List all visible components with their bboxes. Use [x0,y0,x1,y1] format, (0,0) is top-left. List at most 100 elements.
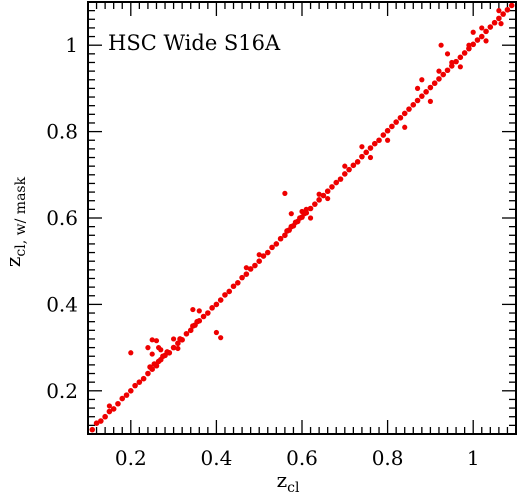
data-point [145,370,151,377]
data-point [470,41,477,48]
data-point [128,388,134,394]
data-point [239,274,245,281]
outlier-point [175,345,181,352]
data-point [89,426,96,433]
outlier-point [449,59,455,66]
outlier-point [470,29,476,35]
outlier-point [436,68,442,74]
data-point [132,382,138,389]
data-point [166,349,173,356]
data-point [230,283,237,290]
data-point [350,162,357,169]
data-point [98,418,104,424]
data-point [277,235,284,242]
data-point [376,137,382,144]
data-point [282,232,288,239]
data-point [110,406,117,412]
data-point [153,362,160,369]
data-point [384,127,391,134]
data-point [247,266,254,272]
outlier-point [342,163,348,169]
outlier-point [288,211,294,217]
data-point [410,102,417,108]
plot-frame [87,1,517,435]
outlier-point [466,42,472,48]
outlier-point [367,154,374,161]
data-point [371,140,378,147]
data-point [461,50,468,56]
y-axis-label-main: z [1,257,25,268]
outlier-point [457,64,463,70]
data-point [226,288,233,295]
plot-annotation: HSC Wide S16A [108,31,281,55]
data-point [324,188,331,195]
x-tick-label: 0.2 [115,446,147,470]
data-point [453,58,459,65]
data-point [483,28,489,35]
data-point [487,24,494,30]
data-point [397,114,404,121]
outlier-point [438,42,444,48]
data-point [260,253,267,259]
outlier-point [218,335,224,341]
outlier-point [190,306,196,313]
data-point [478,33,485,40]
outlier-point [149,337,155,343]
data-point [380,132,387,138]
y-tick-label: 0.4 [46,292,78,316]
data-point [389,123,395,130]
data-point [264,249,271,256]
outlier-point [419,77,425,83]
x-tick-label: 0.8 [372,446,404,470]
data-point [500,11,506,17]
data-point [136,379,143,385]
outlier-point [128,350,134,356]
data-point [119,395,126,402]
data-point [200,313,207,320]
outlier-point [498,21,504,27]
outlier-point [303,206,309,212]
x-axis-label: zcl [277,468,300,495]
data-points [89,2,515,433]
data-point [205,310,211,316]
data-point [123,392,130,398]
data-point [187,327,194,334]
data-point [170,344,177,351]
outlier-point [316,191,322,197]
data-point [444,67,451,74]
y-axis-label: zcl, w/ mask [1,176,29,267]
data-point [102,413,108,420]
data-point [354,159,361,165]
data-point [243,271,250,277]
y-tick-label: 0.6 [46,206,78,230]
data-point [431,80,438,87]
data-point [312,201,318,207]
data-point [196,318,203,324]
data-point [419,93,425,99]
outlier-point [299,208,305,215]
outlier-point [256,252,262,258]
data-point [222,292,228,298]
x-axis-label-main: z [277,468,288,492]
data-point [316,197,322,203]
outlier-point [213,329,219,336]
data-point [115,400,121,407]
y-axis-label-sub: cl, w/ mask [13,176,29,256]
data-point [337,176,344,182]
data-point [93,420,100,427]
data-point [406,106,412,112]
outlier-point [483,38,489,44]
x-tick-label: 0.6 [286,446,318,470]
data-point [457,54,464,61]
outlier-point [196,308,202,314]
y-tick-label: 0.8 [46,120,78,144]
x-tick-label: 0.4 [200,446,232,470]
data-point [474,37,481,43]
data-point [329,184,335,190]
data-point [504,6,511,13]
outlier-point [307,215,314,221]
tick-marks [87,1,517,435]
data-point [235,280,241,286]
data-point [106,408,113,415]
